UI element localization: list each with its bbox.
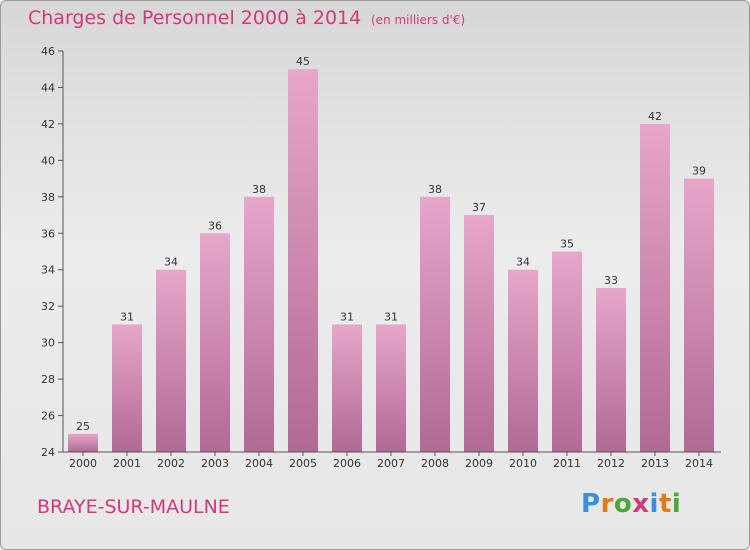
x-tick-label: 2000 <box>69 457 97 470</box>
y-tick-label: 38 <box>41 191 55 204</box>
x-tick-label: 2012 <box>597 457 625 470</box>
y-tick-label: 42 <box>41 118 55 131</box>
bar-2010 <box>508 269 538 452</box>
y-tick-label: 44 <box>41 81 55 94</box>
bar-2014 <box>684 178 714 452</box>
data-label: 31 <box>340 310 354 323</box>
x-tick-label: 2004 <box>245 457 273 470</box>
bar-2013 <box>640 123 670 452</box>
data-label: 37 <box>472 201 486 214</box>
data-label: 38 <box>252 183 266 196</box>
x-tick-label: 2003 <box>201 457 229 470</box>
x-tick-label: 2005 <box>289 457 317 470</box>
y-tick-label: 26 <box>41 410 55 423</box>
city-name: BRAYE-SUR-MAULNE <box>37 496 230 518</box>
data-label: 34 <box>164 256 178 269</box>
bar-2012 <box>596 287 626 452</box>
chart-title: Charges de Personnel 2000 à 2014 <box>28 7 362 29</box>
x-tick-label: 2010 <box>509 457 537 470</box>
data-label: 31 <box>384 310 398 323</box>
bar-2008 <box>420 196 450 452</box>
chart-subtitle: (en milliers d'€) <box>371 13 466 27</box>
x-tick-label: 2001 <box>113 457 141 470</box>
bar-2001 <box>112 324 142 452</box>
y-tick-label: 28 <box>41 373 55 386</box>
y-tick-label: 32 <box>41 300 55 313</box>
bar-2004 <box>244 196 274 452</box>
data-label: 31 <box>120 310 134 323</box>
bar-2009 <box>464 215 494 452</box>
bar-2007 <box>376 324 406 452</box>
data-label: 35 <box>560 238 574 251</box>
bar-2002 <box>156 269 186 452</box>
y-tick-label: 40 <box>41 154 55 167</box>
x-tick-label: 2008 <box>421 457 449 470</box>
y-tick-label: 36 <box>41 227 55 240</box>
data-label: 38 <box>428 183 442 196</box>
bar-2011 <box>552 251 582 452</box>
proxiti-logo: Proxiti <box>581 489 682 519</box>
bar-2000 <box>68 433 98 452</box>
y-tick-label: 34 <box>41 264 55 277</box>
x-tick-label: 2006 <box>333 457 361 470</box>
data-label: 39 <box>692 165 706 178</box>
y-tick-label: 46 <box>41 45 55 58</box>
data-label: 42 <box>648 110 662 123</box>
bar-2003 <box>200 233 230 452</box>
data-label: 34 <box>516 256 530 269</box>
y-tick-label: 24 <box>41 446 55 459</box>
x-tick-label: 2002 <box>157 457 185 470</box>
data-label: 33 <box>604 274 618 287</box>
x-tick-label: 2011 <box>553 457 581 470</box>
data-label: 36 <box>208 219 222 232</box>
data-label: 25 <box>76 420 90 433</box>
x-tick-label: 2013 <box>641 457 669 470</box>
bar-2006 <box>332 324 362 452</box>
y-tick-label: 30 <box>41 337 55 350</box>
bar-2005 <box>288 69 318 453</box>
x-tick-label: 2014 <box>685 457 713 470</box>
x-tick-label: 2007 <box>377 457 405 470</box>
data-label: 45 <box>296 55 310 68</box>
x-tick-label: 2009 <box>465 457 493 470</box>
